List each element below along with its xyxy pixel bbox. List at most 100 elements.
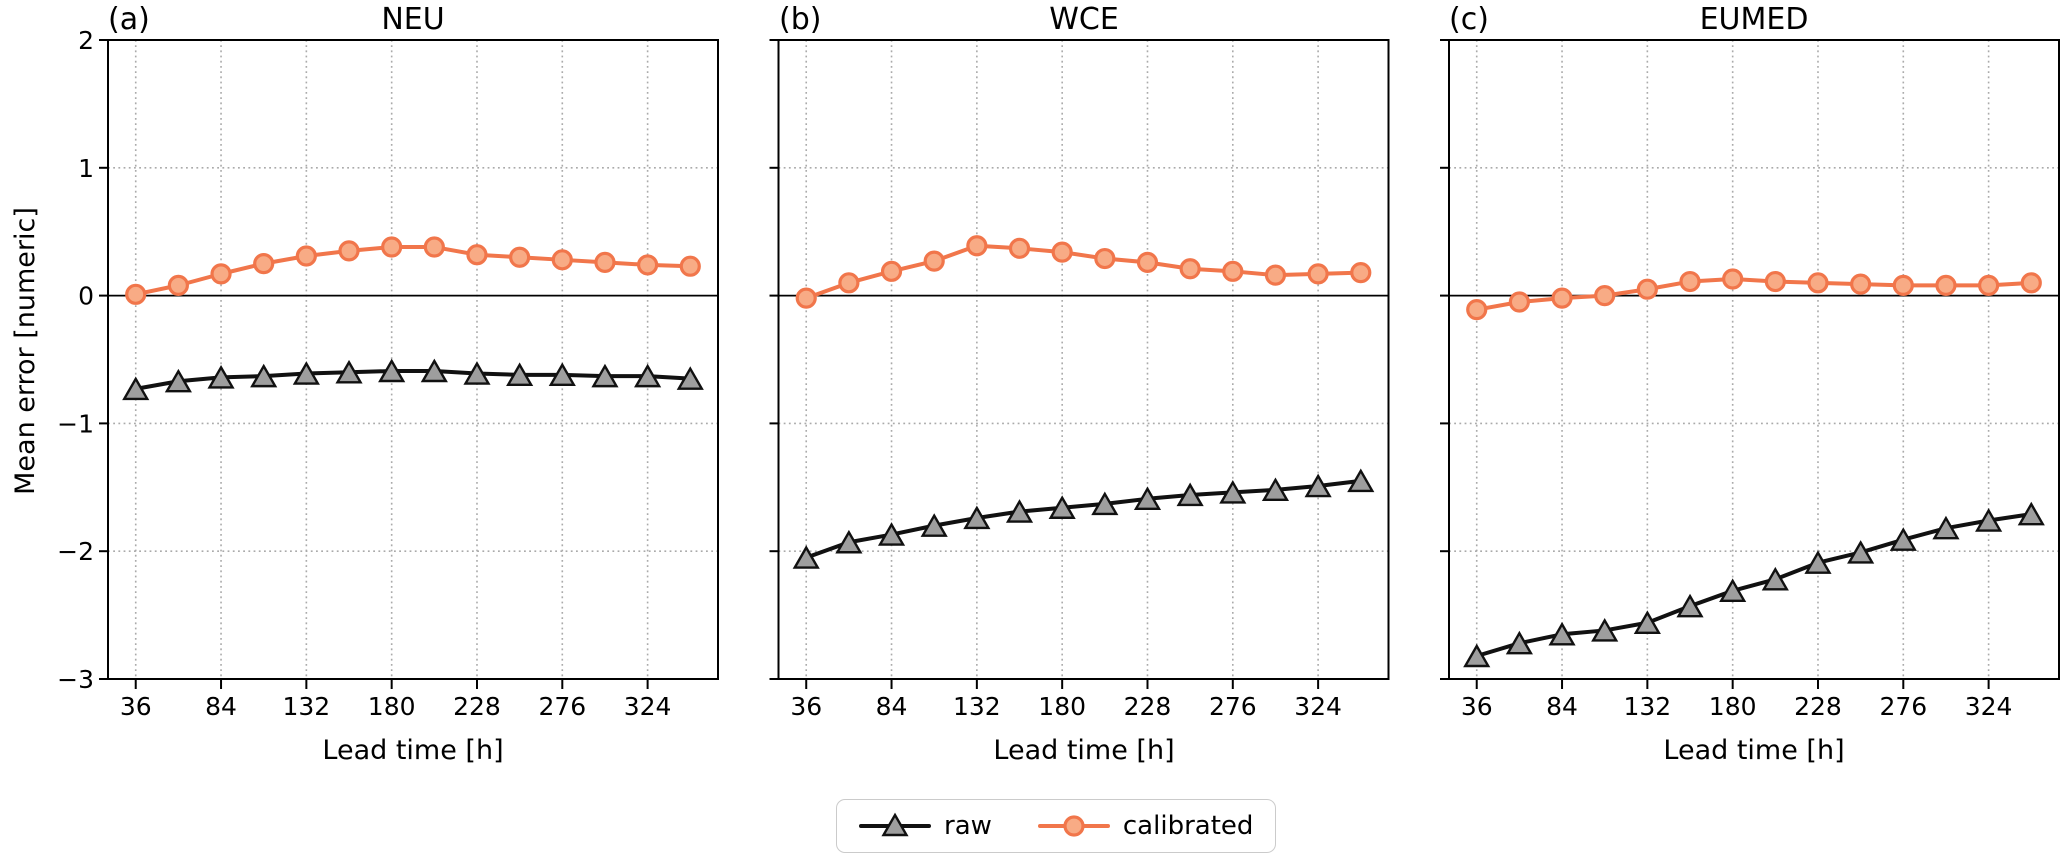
calibrated-marker	[210, 263, 232, 285]
x-tick-label: 324	[1294, 692, 1342, 721]
y-tick-label: −2	[57, 537, 94, 566]
raw-marker	[1261, 477, 1290, 502]
x-tick-label: 228	[1794, 692, 1842, 721]
raw-marker	[1048, 495, 1076, 519]
raw-marker	[1304, 473, 1332, 498]
calibrated-marker	[880, 260, 903, 282]
raw-marker	[2017, 501, 2045, 526]
raw-marker	[250, 363, 278, 388]
raw-marker	[1347, 468, 1375, 493]
panel-c-corner-label: (c)	[1449, 2, 1489, 37]
x-tick-label: 276	[1879, 692, 1927, 721]
raw-marker	[122, 376, 150, 401]
raw-marker	[1847, 540, 1875, 564]
raw-series	[122, 358, 704, 401]
axes-spines	[777, 39, 1390, 680]
x-tick-label: 180	[1709, 692, 1757, 721]
panel-wce-plot: 36 84 132 180 228 276 324	[769, 39, 1390, 721]
raw-marker	[1505, 630, 1533, 655]
panel-c-x-axis-label: Lead time [h]	[1663, 735, 1845, 766]
x-tick-label: 228	[1124, 692, 1172, 721]
calibrated-marker	[679, 255, 701, 277]
raw-marker	[1463, 643, 1491, 668]
x-tick-label: 324	[624, 692, 672, 721]
x-tick-label: 324	[1965, 692, 2013, 721]
calibrated-marker	[1094, 247, 1116, 270]
calibrated-marker	[253, 253, 275, 275]
x-tick-label: 276	[1209, 692, 1257, 721]
calibrated-marker	[1892, 274, 1914, 296]
legend-item-raw: raw	[859, 809, 992, 843]
calibrated-marker	[1051, 241, 1073, 263]
raw-series	[1463, 501, 2045, 668]
calibrated-marker	[1136, 251, 1159, 273]
calibrated-marker	[795, 287, 817, 309]
calibrated-marker	[1179, 258, 1201, 280]
calibrated-marker	[966, 235, 988, 257]
calibrated-marker	[1307, 263, 1329, 285]
y-axis-label: Mean error [numeric]	[10, 207, 41, 495]
calibrated-marker	[2020, 272, 2042, 294]
raw-marker	[1091, 491, 1119, 516]
calibrated-marker	[1764, 270, 1786, 293]
calibrated-marker	[1636, 278, 1658, 300]
tick-labels: 36 84 132 180 228 276 324 2 1 0 −1 −2 −3	[57, 26, 671, 721]
axes-spines	[107, 39, 719, 680]
calibrated-marker	[838, 272, 860, 294]
calibrated-marker	[923, 250, 945, 272]
raw-marker	[420, 358, 448, 383]
raw-marker	[1975, 508, 2003, 532]
calibrated-marker	[509, 246, 531, 268]
legend-raw-marker	[881, 812, 909, 837]
y-tick-label: −3	[57, 665, 94, 694]
calibrated-marker	[637, 254, 659, 276]
raw-marker	[920, 513, 948, 537]
panel-b-corner-label: (b)	[779, 2, 822, 37]
x-tick-label: 180	[368, 692, 416, 721]
y-tick-label: 1	[78, 154, 94, 183]
calibrated-marker	[1807, 272, 1829, 294]
calibrated-marker	[423, 236, 445, 258]
raw-marker	[1719, 578, 1747, 603]
tick-marks	[1440, 39, 1990, 689]
y-tick-label: 2	[78, 26, 94, 55]
x-tick-label: 180	[1038, 692, 1086, 721]
calibrated-marker	[1350, 261, 1372, 284]
calibrated-marker	[1008, 237, 1031, 259]
raw-marker	[1932, 515, 1960, 540]
raw-marker	[835, 529, 863, 554]
raw-marker	[792, 545, 820, 569]
calibrated-marker	[1466, 299, 1488, 321]
raw-marker	[877, 522, 906, 546]
raw-marker	[634, 363, 662, 388]
raw-marker	[164, 368, 192, 393]
panel-b-x-axis-label: Lead time [h]	[993, 735, 1175, 766]
raw-marker	[1633, 610, 1661, 634]
legend: raw calibrated	[836, 799, 1277, 853]
tick-labels: 36 84 132 180 228 276 324	[1461, 692, 2013, 721]
calibrated-marker	[125, 283, 147, 305]
raw-marker	[1889, 527, 1917, 551]
raw-line	[133, 369, 693, 391]
calibrated-marker	[167, 274, 189, 296]
x-tick-label: 276	[538, 692, 586, 721]
calibrated-marker	[1679, 270, 1701, 293]
raw-series	[792, 468, 1375, 569]
calibrated-marker	[1594, 285, 1616, 307]
calibrated-marker	[1978, 274, 2000, 296]
raw-marker	[1676, 593, 1704, 618]
x-tick-label: 132	[953, 692, 1001, 721]
raw-marker	[506, 362, 534, 387]
axes-spines	[1448, 39, 2060, 680]
raw-marker	[676, 366, 704, 390]
raw-marker	[1804, 550, 1832, 574]
panel-c-title: EUMED	[1699, 2, 1809, 37]
legend-calibrated-marker	[1063, 815, 1085, 837]
calibrated-marker	[381, 236, 403, 258]
x-tick-label: 84	[876, 692, 908, 721]
calibrated-series	[795, 235, 1372, 309]
x-tick-label: 132	[1623, 692, 1671, 721]
calibrated-marker	[1264, 264, 1287, 286]
